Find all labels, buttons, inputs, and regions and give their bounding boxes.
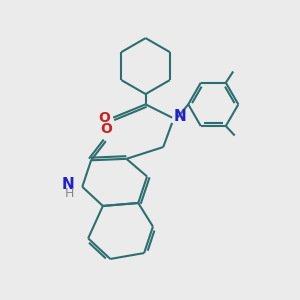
Text: N: N — [174, 109, 186, 124]
Text: O: O — [98, 111, 110, 124]
Text: H: H — [65, 187, 74, 200]
Text: N: N — [61, 177, 74, 192]
Text: O: O — [100, 122, 112, 136]
